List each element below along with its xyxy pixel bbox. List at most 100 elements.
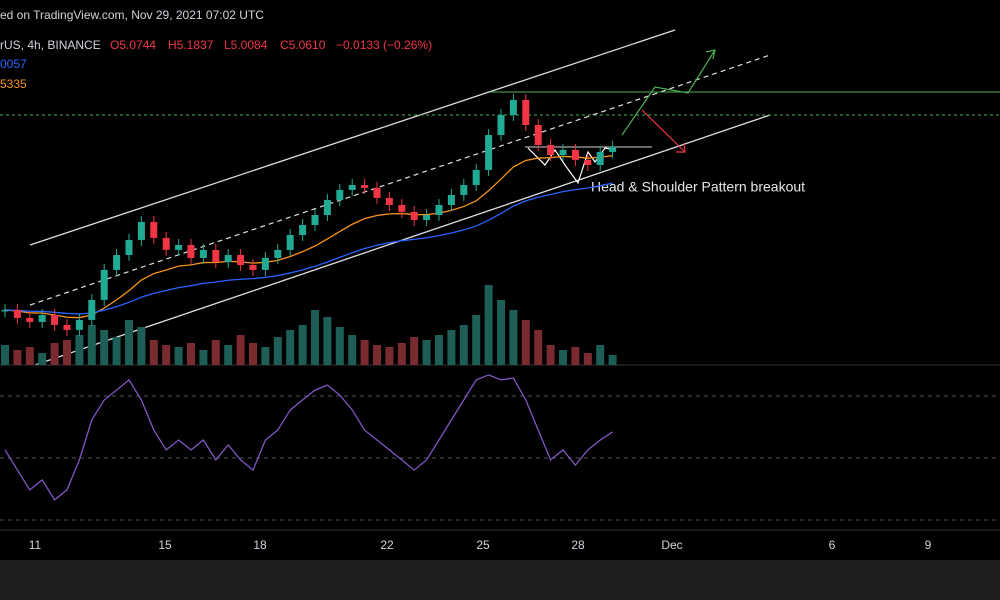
candle — [88, 299, 96, 320]
candle — [571, 149, 579, 160]
candle — [385, 197, 393, 205]
candle — [423, 215, 431, 220]
candle — [509, 99, 517, 115]
moving-average — [4, 182, 613, 315]
candle — [100, 269, 108, 300]
volume-bar — [509, 310, 518, 365]
candle — [497, 115, 505, 135]
volume-bar — [596, 345, 605, 365]
x-tick-label: 6 — [829, 538, 836, 552]
ohlc-close: C5.0610 — [280, 38, 326, 52]
x-tick-label: 22 — [380, 538, 394, 552]
header-source: ed on TradingView.com, Nov 29, 2021 07:0… — [0, 8, 264, 22]
volume-bar — [75, 335, 84, 365]
candle — [237, 255, 245, 265]
volume-bar — [497, 300, 505, 365]
candle — [323, 199, 331, 215]
volume-bar — [459, 325, 468, 365]
volume-bar — [63, 340, 71, 365]
rsi-line — [4, 374, 613, 501]
x-tick-label: Dec — [661, 538, 682, 552]
volume-bar — [25, 347, 34, 365]
volume-bar — [422, 340, 431, 365]
candle — [175, 245, 183, 250]
volume-bar — [1, 345, 9, 365]
candle — [1, 309, 9, 312]
candle — [274, 249, 282, 258]
candle — [286, 235, 294, 250]
candle — [547, 145, 555, 155]
candle — [435, 205, 443, 215]
candle — [26, 317, 34, 322]
volume-bar — [261, 347, 270, 365]
x-tick-label: 18 — [253, 538, 267, 552]
candle — [534, 125, 542, 145]
volume-bar — [521, 320, 530, 365]
channel-top — [29, 29, 676, 246]
ohlc-open: O5.0744 — [110, 38, 156, 52]
volume-bar — [137, 327, 146, 365]
candle — [522, 99, 530, 125]
candle — [187, 245, 195, 258]
volume-bar — [608, 355, 617, 365]
candle — [75, 319, 83, 330]
volume-bar — [162, 345, 171, 365]
volume-bar — [397, 343, 406, 365]
bull-arrow — [621, 49, 716, 136]
candle — [113, 255, 121, 270]
ohlc-high: H5.1837 — [168, 38, 214, 52]
candle — [299, 225, 307, 235]
volume-bar — [286, 330, 295, 365]
volume-bar — [360, 340, 369, 365]
channel-mid — [29, 54, 771, 306]
candle — [361, 185, 369, 188]
symbol: rUS, 4h, BINANCE — [0, 38, 101, 52]
volume-bar — [546, 345, 555, 365]
volume-bar — [335, 327, 344, 365]
candle — [224, 255, 232, 262]
candle — [398, 205, 406, 212]
volume-bar — [125, 320, 133, 365]
candle — [460, 185, 468, 195]
x-tick-label: 28 — [571, 538, 585, 552]
candle — [447, 195, 455, 205]
candle — [472, 169, 480, 185]
moving-average — [4, 154, 613, 319]
candle — [609, 146, 617, 152]
volume-bar — [149, 340, 158, 365]
bear-arrow-head — [676, 142, 686, 153]
candle — [559, 149, 567, 155]
volume-bar — [87, 325, 96, 365]
candle — [596, 151, 604, 165]
volume-bar — [484, 285, 493, 365]
volume-bar — [236, 335, 245, 365]
candle — [373, 187, 381, 198]
candle — [63, 325, 71, 330]
volume-bar — [385, 347, 394, 365]
candle — [150, 221, 158, 238]
candle — [311, 215, 319, 225]
volume-bar — [323, 317, 332, 365]
volume-bar — [211, 340, 220, 365]
candle — [162, 237, 170, 250]
x-tick-label: 9 — [925, 538, 932, 552]
ma-orange-legend: 5335 — [0, 77, 27, 91]
candle — [249, 265, 257, 270]
x-tick-label: 15 — [158, 538, 172, 552]
volume-bar — [187, 343, 195, 365]
volume-bar — [559, 350, 567, 365]
volume-bar — [13, 350, 22, 365]
volume-bar — [472, 315, 481, 365]
volume-bar — [410, 337, 419, 365]
bull-arrow-head — [705, 49, 716, 60]
volume-bar — [273, 337, 282, 365]
volume-bar — [224, 345, 233, 365]
volume-bar — [534, 330, 543, 365]
x-tick-label: 25 — [476, 538, 490, 552]
candle — [261, 257, 269, 270]
annotation: Head & Shoulder Pattern breakout — [591, 179, 805, 195]
candle — [348, 185, 356, 190]
volume-bar — [583, 353, 592, 365]
bear-arrow — [641, 109, 686, 153]
